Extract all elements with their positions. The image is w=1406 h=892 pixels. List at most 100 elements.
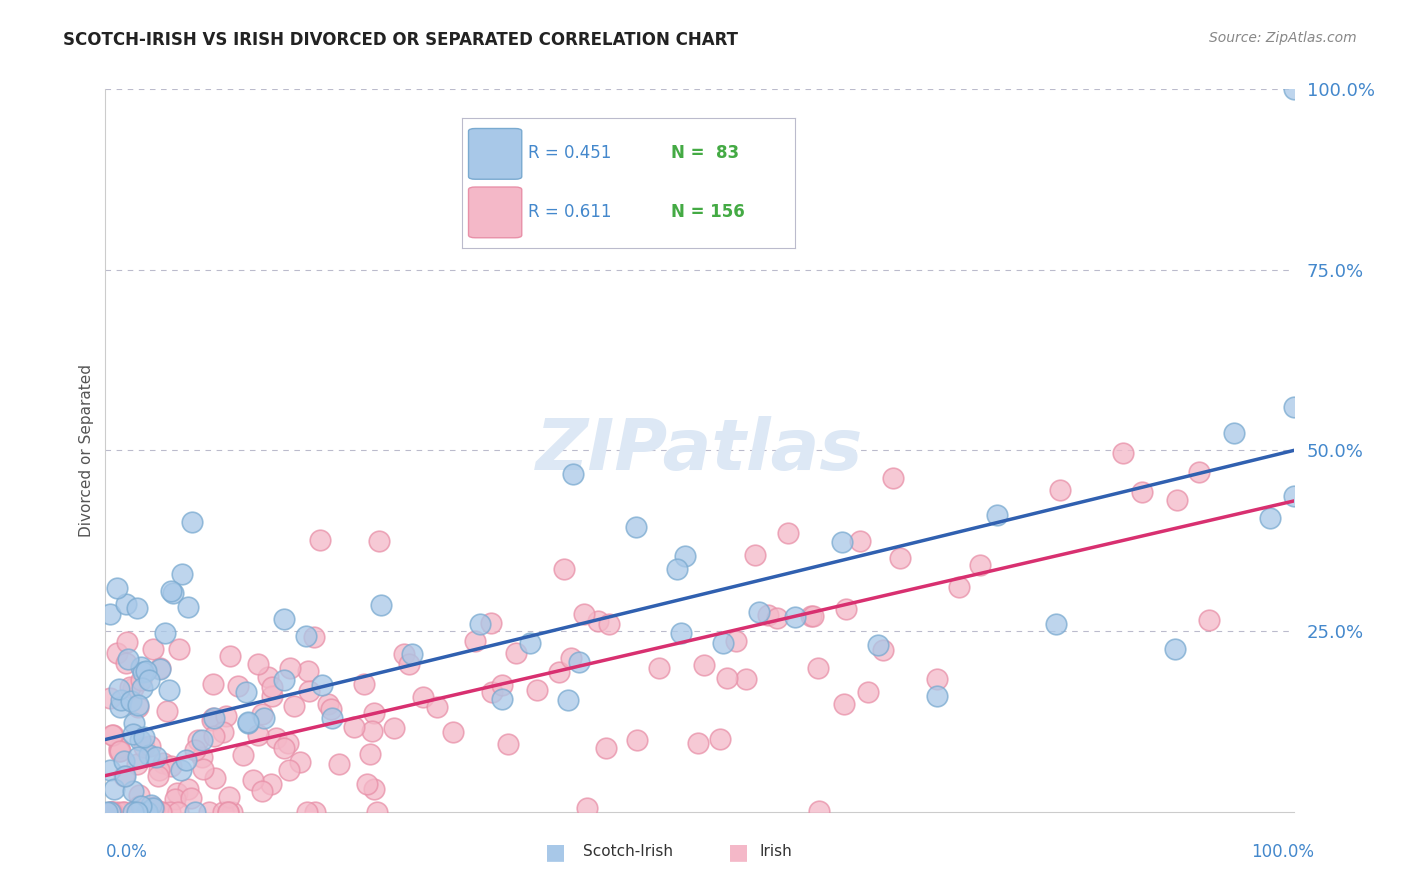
Point [441,725,464,739]
Point [278,660,301,674]
Point [1045,617,1067,632]
Point [278,763,301,777]
Point [264,731,287,746]
Point [132,665,155,680]
Point [277,736,299,750]
Point [125,757,148,772]
Point [135,805,157,819]
Point [468,616,491,631]
Point [120,694,142,708]
Point [128,732,150,747]
Point [191,733,214,747]
Point [574,607,596,621]
Point [519,636,541,650]
Point [748,605,770,619]
Point [217,805,239,819]
Point [127,698,149,713]
Point [96,805,118,819]
Point [136,805,159,819]
Point [398,657,420,671]
Point [526,683,548,698]
Point [105,581,128,595]
Point [202,677,225,691]
Point [122,681,145,696]
Point [250,783,273,797]
Point [716,671,738,685]
Point [122,805,145,819]
Point [181,516,204,530]
Point [174,753,197,767]
Point [734,672,756,686]
Point [260,777,283,791]
Point [98,764,121,778]
Text: ■: ■ [546,842,565,862]
Point [212,805,235,819]
Point [170,566,193,581]
Point [505,646,527,660]
Point [138,805,160,819]
Point [184,805,207,819]
Point [128,788,150,802]
Point [321,710,343,724]
Point [112,769,135,783]
Point [626,732,648,747]
Text: SCOTCH-IRISH VS IRISH DIVORCED OR SEPARATED CORRELATION CHART: SCOTCH-IRISH VS IRISH DIVORCED OR SEPARA… [63,31,738,49]
Point [232,748,254,763]
Point [1198,613,1220,627]
Point [155,626,177,640]
Point [98,691,121,706]
Y-axis label: Divorced or Separated: Divorced or Separated [79,364,94,537]
Point [162,586,184,600]
Point [129,673,152,687]
Point [177,599,200,614]
Point [575,801,598,815]
Point [108,681,131,696]
Point [744,549,766,563]
Point [586,614,609,628]
Point [246,728,269,742]
Point [135,805,157,819]
Point [491,678,513,692]
Point [986,508,1008,522]
Point [142,801,165,815]
Point [167,642,190,657]
Point [353,677,375,691]
Point [298,683,321,698]
Point [150,805,173,819]
Point [872,643,894,657]
Point [98,607,121,621]
Point [152,756,174,771]
Point [273,611,295,625]
Point [925,689,948,703]
Point [170,764,193,778]
Text: ZIPatlas: ZIPatlas [536,416,863,485]
Point [808,804,831,818]
Point [187,732,209,747]
Point [356,777,378,791]
Point [156,704,179,718]
Point [1164,641,1187,656]
Point [197,805,219,819]
Point [146,769,169,783]
Point [766,611,789,625]
Text: Scotch-Irish: Scotch-Irish [583,845,673,859]
Point [801,609,824,624]
Point [295,805,318,819]
Point [165,791,187,805]
Point [114,769,136,783]
Point [120,680,142,694]
Point [273,673,295,687]
Point [778,525,800,540]
Point [143,802,166,816]
Point [122,716,145,731]
Point [135,664,157,678]
Point [1258,511,1281,525]
Point [783,610,806,624]
Point [835,602,858,616]
Point [115,634,138,648]
Point [283,698,305,713]
Point [711,635,734,649]
Point [108,741,131,756]
Point [107,805,129,819]
Point [167,805,190,819]
